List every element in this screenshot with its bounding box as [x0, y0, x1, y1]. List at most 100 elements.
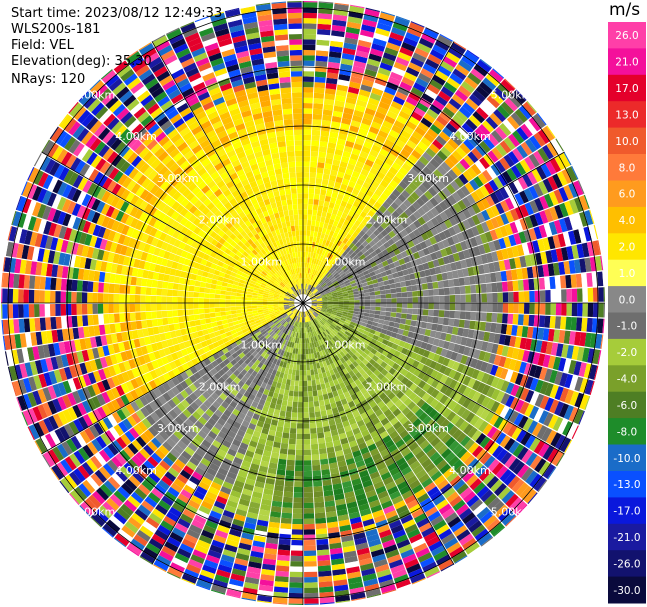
range-gate — [450, 42, 466, 55]
range-gate — [303, 156, 311, 162]
range-gate — [332, 307, 338, 311]
range-gate — [404, 226, 413, 235]
range-gate — [447, 138, 459, 150]
range-gate — [332, 299, 339, 302]
range-gate — [365, 236, 373, 244]
range-gate — [354, 305, 360, 309]
range-gate — [326, 258, 331, 265]
range-gate — [453, 343, 461, 353]
range-gate — [467, 266, 475, 276]
range-gate — [484, 231, 493, 243]
range-gate — [579, 258, 587, 273]
range-gate — [547, 236, 556, 250]
range-gate — [303, 492, 314, 498]
range-gate — [305, 246, 309, 252]
range-gate — [303, 523, 315, 530]
range-gate — [406, 291, 413, 298]
range-gate — [442, 126, 454, 138]
range-gate — [341, 265, 347, 271]
range-gate — [236, 309, 242, 314]
range-gate — [326, 72, 339, 80]
range-gate — [140, 311, 147, 320]
range-gate — [344, 102, 356, 110]
range-gate — [330, 261, 336, 268]
range-gate — [348, 242, 355, 249]
range-gate — [321, 275, 327, 281]
range-gate — [336, 84, 349, 92]
range-gate — [474, 127, 487, 140]
range-gate — [297, 348, 301, 355]
range-gate — [554, 155, 566, 171]
range-gate — [330, 225, 337, 232]
range-gate — [390, 312, 397, 318]
range-gate — [429, 158, 441, 169]
range-gate — [409, 222, 417, 232]
range-gate — [560, 316, 567, 330]
range-gate — [308, 292, 313, 297]
range-gate — [401, 308, 408, 314]
range-gate — [433, 193, 443, 204]
range-gate — [273, 586, 289, 593]
range-gate — [418, 184, 428, 194]
range-gate — [348, 158, 357, 166]
range-gate — [480, 221, 490, 233]
range-gate — [350, 251, 357, 258]
range-gate — [355, 50, 369, 59]
range-gate — [395, 333, 403, 340]
range-gate — [312, 113, 322, 120]
range-gate — [345, 26, 360, 35]
range-gate — [303, 288, 305, 295]
range-gate — [347, 16, 363, 24]
range-gate — [230, 303, 236, 307]
range-gate — [414, 126, 427, 137]
range-gate — [570, 317, 577, 331]
range-gate — [519, 218, 529, 231]
range-gate — [329, 46, 343, 53]
range-gate — [482, 169, 493, 182]
range-gate — [406, 313, 413, 320]
range-gate — [332, 14, 348, 22]
range-gate — [371, 43, 386, 52]
range-gate — [405, 172, 415, 182]
range-gate — [362, 319, 368, 324]
range-gate — [499, 140, 512, 154]
range-gate — [316, 34, 330, 41]
range-gate — [320, 463, 330, 471]
range-gate — [303, 39, 316, 45]
range-gate — [316, 427, 324, 434]
range-gate — [374, 157, 384, 167]
range-gate — [439, 211, 449, 221]
range-gate — [336, 246, 343, 253]
range-gate — [316, 167, 324, 174]
range-gate — [374, 188, 383, 197]
range-gate — [573, 229, 582, 244]
range-gate — [444, 303, 450, 311]
range-gate — [303, 396, 309, 403]
range-gate — [135, 320, 143, 330]
range-gate — [391, 293, 397, 298]
range-gate — [544, 208, 554, 223]
range-gate — [518, 303, 525, 314]
range-gate — [287, 401, 293, 407]
range-gate — [303, 428, 310, 434]
range-gate — [316, 44, 329, 52]
range-gate — [447, 254, 455, 263]
range-gate — [13, 319, 20, 334]
range-gate — [292, 518, 303, 525]
range-gate — [516, 144, 528, 159]
range-gate — [303, 203, 308, 210]
range-gate — [388, 214, 396, 223]
range-gate — [378, 205, 387, 214]
range-gate — [377, 277, 384, 283]
range-gate — [293, 492, 303, 498]
range-gate — [379, 267, 386, 273]
range-gate — [439, 221, 448, 231]
range-gate — [362, 285, 369, 290]
range-gate — [341, 288, 348, 293]
range-gate — [317, 389, 323, 396]
range-gate — [280, 383, 286, 390]
range-gate — [303, 455, 312, 461]
range-gate — [322, 268, 327, 275]
range-gate — [563, 152, 572, 166]
